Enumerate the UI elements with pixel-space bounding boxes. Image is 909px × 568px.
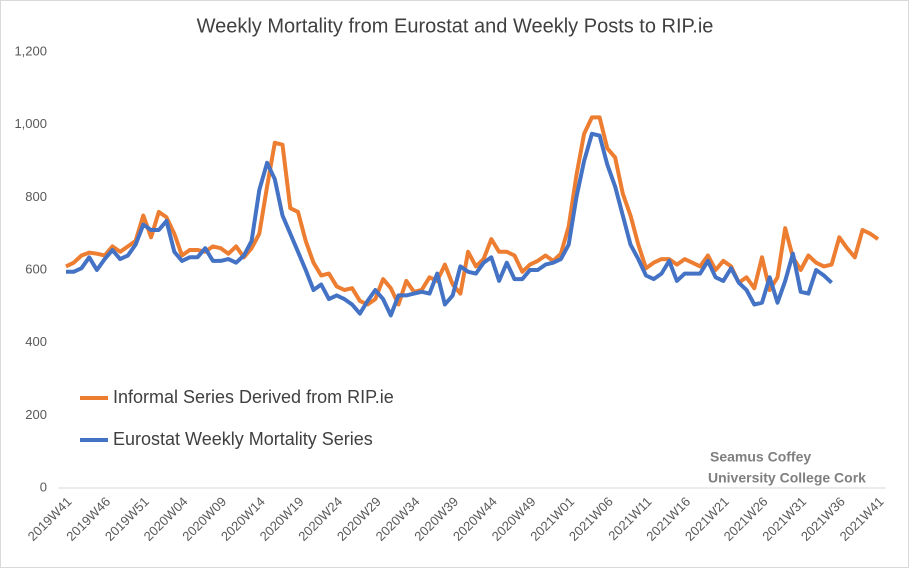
y-tick-label: 200 — [25, 407, 47, 422]
series-line — [66, 131, 833, 318]
annotation: University College Cork — [708, 470, 866, 486]
y-tick-label: 800 — [25, 189, 47, 204]
y-tick-label: 0 — [40, 479, 47, 494]
annotation: Seamus Coffey — [710, 449, 811, 465]
y-tick-label: 1,200 — [14, 43, 47, 58]
legend-label: Informal Series Derived from RIP.ie — [113, 387, 394, 407]
chart-title: Weekly Mortality from Eurostat and Weekl… — [197, 15, 714, 37]
y-tick-label: 1,000 — [14, 116, 47, 131]
y-tick-label: 600 — [25, 261, 47, 276]
y-tick-label: 400 — [25, 334, 47, 349]
legend-label: Eurostat Weekly Mortality Series — [113, 429, 373, 449]
